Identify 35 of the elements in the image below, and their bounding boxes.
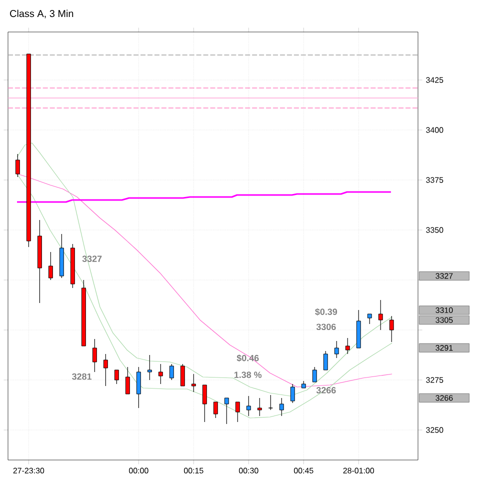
candlestick (125, 366, 130, 394)
candlestick (213, 402, 218, 418)
candlestick (389, 316, 394, 342)
candlestick (378, 300, 383, 330)
candlestick (224, 398, 229, 424)
candlestick (169, 364, 174, 380)
candlestick (257, 398, 262, 416)
candlestick (180, 364, 185, 386)
candlestick (279, 398, 284, 416)
candlestick (268, 394, 273, 410)
annotation: 3281 (72, 373, 92, 380)
candlestick (367, 314, 372, 324)
candlestick (191, 374, 196, 392)
candlestick (345, 338, 350, 354)
annotation: 1.38 % (234, 372, 262, 378)
candlestick (235, 402, 240, 422)
candlestick (202, 384, 207, 422)
candlestick (15, 154, 20, 178)
annotation: $0.39 (315, 308, 338, 316)
annotation: 3327 (82, 256, 102, 262)
chart-title: Class A, 3 Min (10, 10, 74, 18)
candlestick (103, 354, 108, 386)
candlestick (290, 384, 295, 404)
candlestick (158, 364, 163, 384)
candlestick (136, 366, 141, 408)
candlestick (147, 354, 152, 380)
candlestick (334, 340, 339, 358)
candlestick (246, 396, 251, 416)
candlestick (114, 370, 119, 384)
candlestick (323, 350, 328, 370)
candlestick (48, 252, 53, 280)
candlestick (92, 338, 97, 372)
candlestick (312, 366, 317, 382)
line-series (16, 191, 392, 203)
annotation: 3306 (316, 324, 336, 330)
